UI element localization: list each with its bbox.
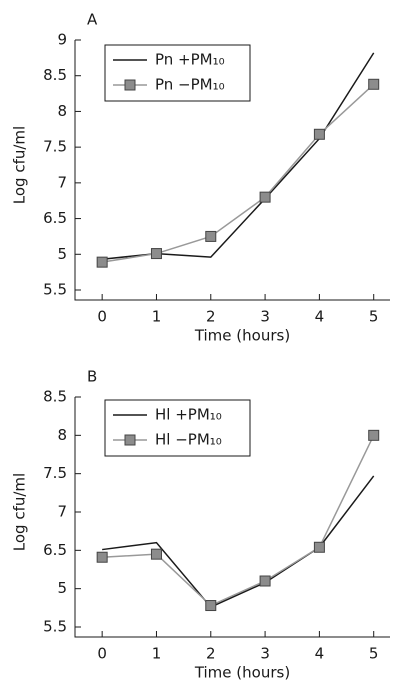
y-axis-label: Log cfu/ml	[11, 473, 29, 551]
legend-box	[104, 399, 251, 457]
marker	[259, 575, 271, 587]
marker	[96, 551, 108, 563]
x-tick-label: 1	[152, 645, 162, 663]
y-tick-label: 5.5	[43, 281, 67, 299]
y-tick-label: 8	[57, 426, 67, 444]
x-tick-label: 0	[97, 645, 107, 663]
series-line	[102, 83, 375, 263]
series-line	[102, 435, 375, 607]
x-tick-label: 3	[260, 645, 270, 663]
legend-box	[104, 44, 251, 102]
y-tick-label: 8.5	[43, 388, 67, 406]
axis-line	[74, 40, 390, 301]
x-tick-label: 5	[369, 645, 379, 663]
axis-line	[74, 397, 390, 638]
x-tick-label: 2	[206, 308, 216, 326]
series-line	[102, 475, 375, 608]
marker	[368, 78, 380, 90]
marker	[150, 548, 162, 560]
y-tick-label: 7.5	[43, 138, 67, 156]
marker	[205, 600, 217, 612]
x-tick-label: 4	[315, 308, 325, 326]
y-tick-label: 8	[57, 102, 67, 120]
y-tick-label: 9	[57, 31, 67, 49]
x-tick-label: 1	[152, 308, 162, 326]
legend-marker	[124, 434, 136, 446]
marker	[96, 256, 108, 268]
y-tick-label: 8.5	[43, 66, 67, 84]
panel-label: B	[87, 368, 97, 386]
panel-label: A	[87, 11, 98, 29]
x-tick-label: 5	[369, 308, 379, 326]
x-axis-label: Time (hours)	[194, 664, 290, 682]
y-tick-label: 5.5	[43, 618, 67, 636]
marker	[313, 541, 325, 553]
legend-label: Pn +PM₁₀	[155, 51, 225, 69]
y-tick-label: 7	[57, 173, 67, 191]
x-tick-label: 2	[206, 645, 216, 663]
y-tick-label: 5	[57, 579, 67, 597]
x-tick-label: 0	[97, 308, 107, 326]
legend-label: Hl −PM₁₀	[155, 431, 222, 449]
marker	[368, 429, 380, 441]
y-tick-label: 7	[57, 503, 67, 521]
marker	[205, 230, 217, 242]
marker	[150, 248, 162, 260]
y-tick-label: 7.5	[43, 464, 67, 482]
y-axis-label: Log cfu/ml	[11, 126, 29, 204]
x-axis-label: Time (hours)	[194, 327, 290, 345]
legend-marker	[124, 79, 136, 91]
legend-label: Pn −PM₁₀	[155, 76, 225, 94]
legend-label: Hl +PM₁₀	[155, 406, 222, 424]
marker	[259, 191, 271, 203]
y-tick-label: 6.5	[43, 209, 67, 227]
marker	[313, 128, 325, 140]
x-tick-label: 4	[315, 645, 325, 663]
x-tick-label: 3	[260, 308, 270, 326]
y-tick-label: 5	[57, 245, 67, 263]
y-tick-label: 6.5	[43, 541, 67, 559]
